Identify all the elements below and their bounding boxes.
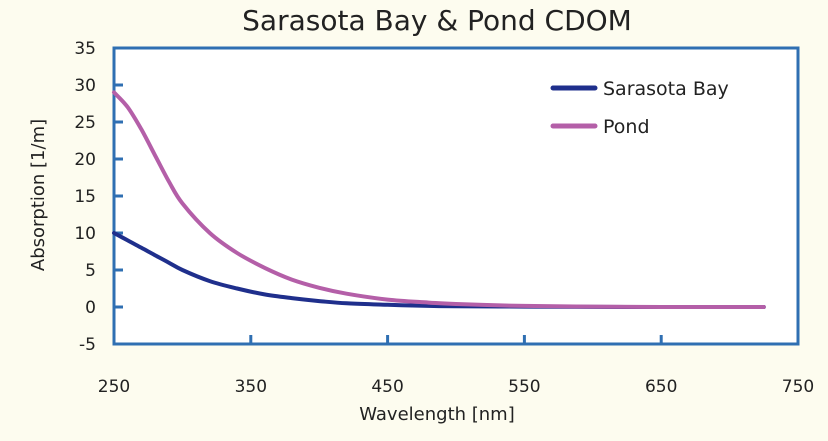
x-tick-label: 250: [98, 377, 130, 397]
y-tick-label: 0: [85, 298, 96, 318]
x-tick-label: 650: [645, 377, 677, 397]
series-line-1: [112, 90, 766, 310]
y-tick-label: 10: [74, 224, 96, 244]
x-axis-ticks: 250 350 450 550 650 750: [98, 335, 814, 397]
plot-area: [112, 46, 800, 346]
y-tick-label: 30: [74, 76, 96, 96]
y-tick-label: 20: [74, 150, 96, 170]
chart-title: Sarasota Bay & Pond CDOM: [242, 4, 632, 37]
legend-label-0: Sarasota Bay: [603, 78, 729, 100]
y-tick-label: 15: [74, 187, 96, 207]
legend: Sarasota Bay Pond: [550, 78, 729, 138]
x-tick-label: 750: [782, 377, 814, 397]
x-tick-label: 450: [371, 377, 403, 397]
y-axis-label: Absorption [1/m]: [28, 119, 49, 271]
series-layer: [112, 90, 766, 310]
y-tick-label: 5: [85, 261, 96, 281]
x-tick-label: 550: [508, 377, 540, 397]
y-tick-label: 35: [74, 39, 96, 59]
y-axis-ticks: -5 0 5 10 15 20 25 30 35: [74, 39, 123, 355]
x-tick-label: 350: [235, 377, 267, 397]
x-axis-label: Wavelength [nm]: [359, 404, 515, 425]
y-tick-label: -5: [79, 335, 96, 355]
y-tick-label: 25: [74, 113, 96, 133]
legend-label-1: Pond: [603, 116, 650, 138]
